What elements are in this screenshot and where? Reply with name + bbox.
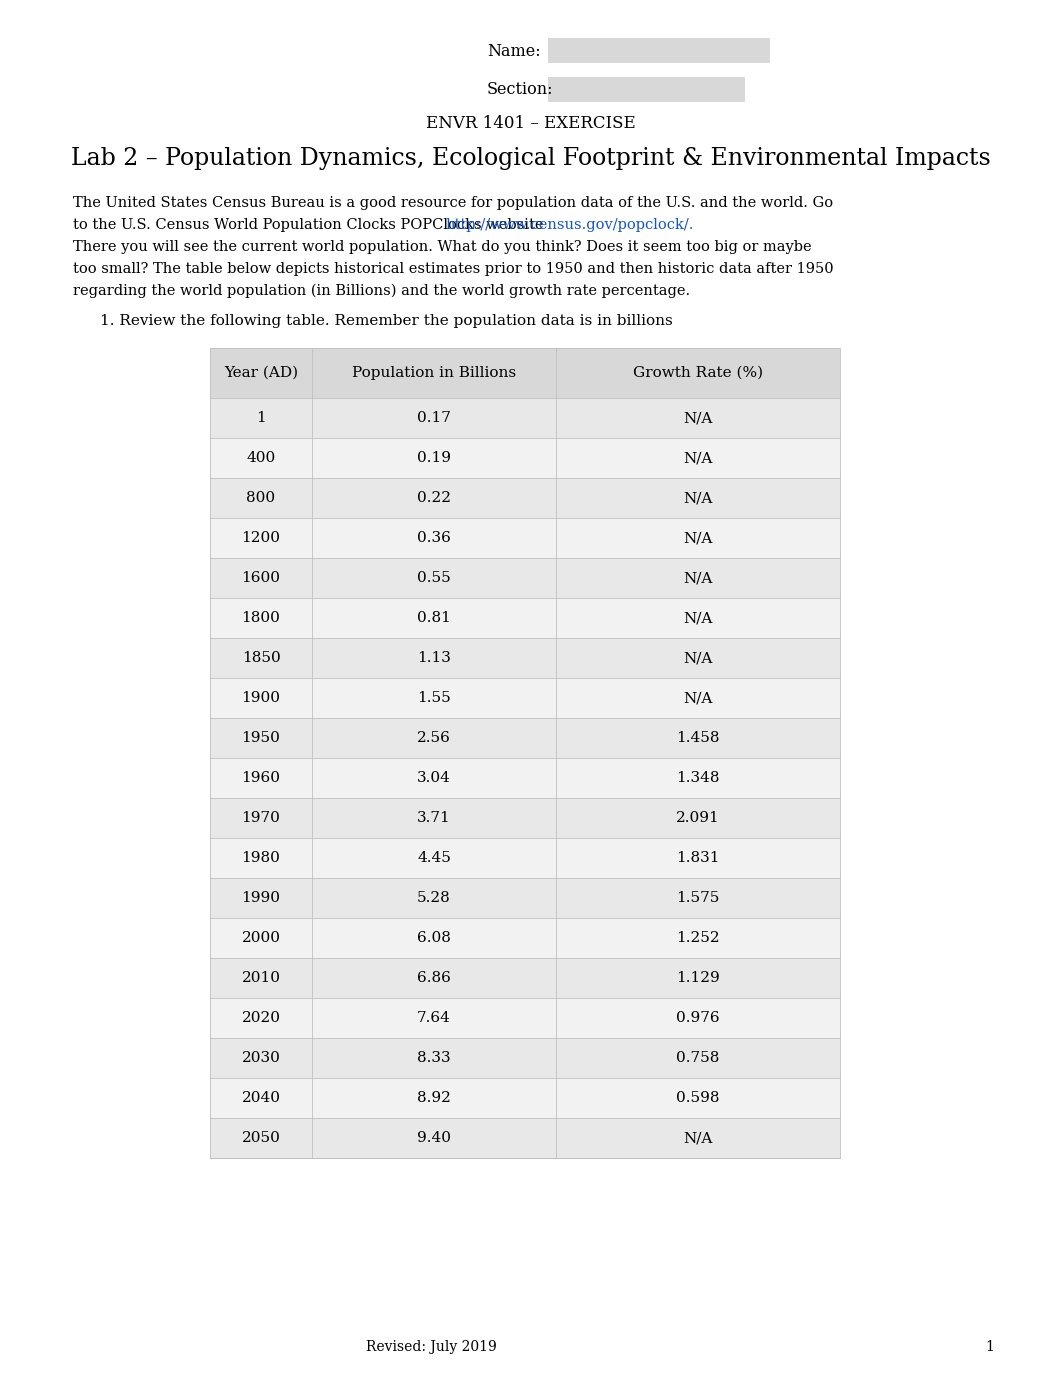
Text: N/A: N/A xyxy=(683,532,713,545)
Text: regarding the world population (in Billions) and the world growth rate percentag: regarding the world population (in Billi… xyxy=(73,284,690,299)
Text: N/A: N/A xyxy=(683,410,713,425)
Text: 1850: 1850 xyxy=(242,651,280,665)
Text: 1800: 1800 xyxy=(241,611,280,625)
Bar xyxy=(210,717,840,757)
Text: N/A: N/A xyxy=(683,691,713,705)
Text: http://www.census.gov/popclock/.: http://www.census.gov/popclock/. xyxy=(445,218,693,231)
Bar xyxy=(210,677,840,717)
Text: 8.92: 8.92 xyxy=(417,1091,451,1104)
Text: 1950: 1950 xyxy=(241,731,280,745)
Text: to the U.S. Census World Population Clocks POPClocks website: to the U.S. Census World Population Cloc… xyxy=(73,218,548,231)
Text: 1.252: 1.252 xyxy=(676,931,720,945)
Text: 400: 400 xyxy=(246,452,276,465)
Text: 1. Review the following table. Remember the population data is in billions: 1. Review the following table. Remember … xyxy=(100,314,672,328)
Text: 1900: 1900 xyxy=(241,691,280,705)
Bar xyxy=(210,1078,840,1118)
Text: 0.976: 0.976 xyxy=(676,1011,720,1024)
Text: The United States Census Bureau is a good resource for population data of the U.: The United States Census Bureau is a goo… xyxy=(73,196,833,211)
Text: 0.19: 0.19 xyxy=(417,452,451,465)
Text: 1980: 1980 xyxy=(241,851,280,865)
Text: ENVR 1401 – EXERCISE: ENVR 1401 – EXERCISE xyxy=(426,116,636,132)
Text: N/A: N/A xyxy=(683,1131,713,1146)
Text: N/A: N/A xyxy=(683,651,713,665)
Bar xyxy=(210,478,840,518)
Text: 3.71: 3.71 xyxy=(417,811,451,825)
Bar xyxy=(548,39,770,63)
Text: 1970: 1970 xyxy=(241,811,280,825)
Text: 0.17: 0.17 xyxy=(417,410,451,425)
Text: 1.458: 1.458 xyxy=(676,731,720,745)
Bar xyxy=(210,558,840,598)
Text: 6.08: 6.08 xyxy=(417,931,451,945)
Text: 0.758: 0.758 xyxy=(676,1051,720,1064)
Text: 6.86: 6.86 xyxy=(417,971,451,985)
Text: 1200: 1200 xyxy=(241,532,280,545)
Bar xyxy=(210,348,840,398)
Text: Population in Billions: Population in Billions xyxy=(352,366,516,380)
Text: 1.13: 1.13 xyxy=(417,651,451,665)
Text: 0.598: 0.598 xyxy=(676,1091,720,1104)
Text: 1.575: 1.575 xyxy=(676,891,720,905)
Text: 5.28: 5.28 xyxy=(417,891,451,905)
Text: N/A: N/A xyxy=(683,611,713,625)
Text: 1960: 1960 xyxy=(241,771,280,785)
Bar xyxy=(210,918,840,958)
Bar xyxy=(210,799,840,839)
Text: 2010: 2010 xyxy=(241,971,280,985)
Text: 2000: 2000 xyxy=(241,931,280,945)
Text: 2040: 2040 xyxy=(241,1091,280,1104)
Bar xyxy=(210,1038,840,1078)
Text: 1.831: 1.831 xyxy=(676,851,720,865)
Text: 800: 800 xyxy=(246,492,275,505)
Text: 0.22: 0.22 xyxy=(417,492,451,505)
Text: Section:: Section: xyxy=(487,80,553,98)
Bar xyxy=(210,518,840,558)
Text: 1.55: 1.55 xyxy=(417,691,451,705)
Text: 1: 1 xyxy=(986,1340,994,1354)
Text: 0.36: 0.36 xyxy=(417,532,451,545)
Text: Lab 2 – Population Dynamics, Ecological Footprint & Environmental Impacts: Lab 2 – Population Dynamics, Ecological … xyxy=(71,146,991,169)
Bar xyxy=(548,77,746,102)
Text: 1: 1 xyxy=(256,410,266,425)
Text: Revised: July 2019: Revised: July 2019 xyxy=(365,1340,496,1354)
Text: 4.45: 4.45 xyxy=(417,851,451,865)
Bar xyxy=(210,998,840,1038)
Bar xyxy=(210,958,840,998)
Text: 1600: 1600 xyxy=(241,571,280,585)
Bar xyxy=(210,879,840,918)
Text: 8.33: 8.33 xyxy=(417,1051,450,1064)
Bar xyxy=(210,638,840,677)
Bar xyxy=(210,1118,840,1158)
Bar xyxy=(210,598,840,638)
Bar xyxy=(210,757,840,799)
Text: 7.64: 7.64 xyxy=(417,1011,451,1024)
Text: 1.129: 1.129 xyxy=(676,971,720,985)
Bar xyxy=(210,398,840,438)
Text: 9.40: 9.40 xyxy=(417,1131,451,1146)
Text: 1.348: 1.348 xyxy=(676,771,720,785)
Text: N/A: N/A xyxy=(683,452,713,465)
Text: 2030: 2030 xyxy=(241,1051,280,1064)
Bar xyxy=(210,438,840,478)
Text: 0.55: 0.55 xyxy=(417,571,451,585)
Text: Growth Rate (%): Growth Rate (%) xyxy=(633,366,764,380)
Text: 1990: 1990 xyxy=(241,891,280,905)
Text: 2050: 2050 xyxy=(241,1131,280,1146)
Text: 2.091: 2.091 xyxy=(676,811,720,825)
Text: N/A: N/A xyxy=(683,492,713,505)
Bar xyxy=(210,839,840,879)
Text: There you will see the current world population. What do you think? Does it seem: There you will see the current world pop… xyxy=(73,240,811,253)
Text: N/A: N/A xyxy=(683,571,713,585)
Text: 2020: 2020 xyxy=(241,1011,280,1024)
Text: 3.04: 3.04 xyxy=(417,771,451,785)
Text: Name:: Name: xyxy=(487,43,541,59)
Text: 0.81: 0.81 xyxy=(417,611,451,625)
Text: Year (AD): Year (AD) xyxy=(224,366,298,380)
Text: too small? The table below depicts historical estimates prior to 1950 and then h: too small? The table below depicts histo… xyxy=(73,262,834,275)
Text: 2.56: 2.56 xyxy=(417,731,451,745)
